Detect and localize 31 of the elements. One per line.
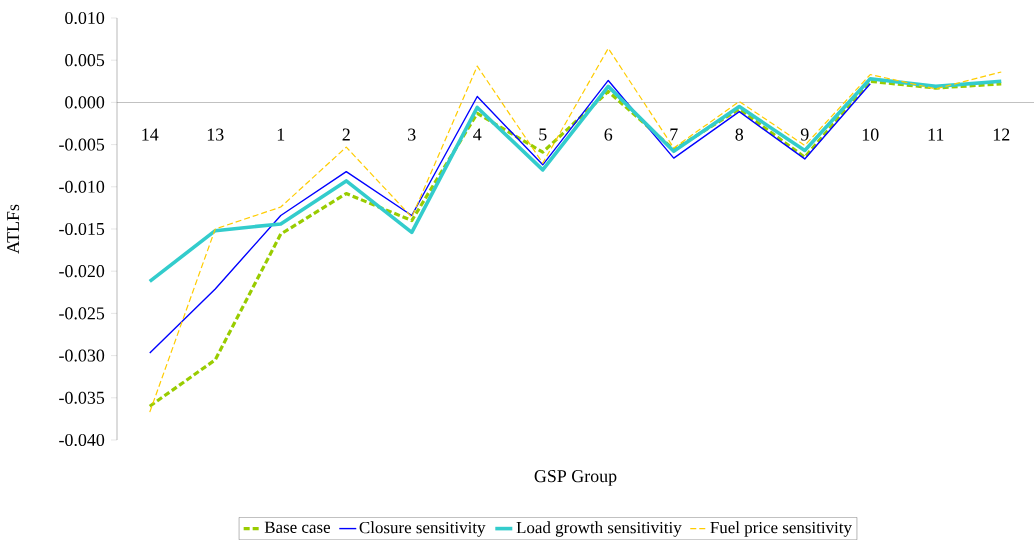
- legend-label: Fuel price sensitivity: [710, 521, 852, 537]
- y-tick-label: -0.030: [59, 349, 105, 362]
- legend-label: Load growth sensitivitiy: [516, 521, 682, 537]
- x-tick-label: 4: [473, 128, 482, 141]
- y-tick-label: -0.005: [59, 138, 105, 151]
- x-tick-label: 11: [928, 128, 944, 141]
- x-axis-title: GSP Group: [534, 470, 617, 486]
- x-tick-label: 8: [735, 128, 744, 141]
- y-tick-label: 0.005: [65, 54, 105, 67]
- legend-label: Base case: [264, 521, 330, 533]
- legend-label: Closure sensitivity: [359, 521, 486, 537]
- x-tick-label: 13: [207, 128, 224, 141]
- x-tick-label: 14: [142, 128, 159, 141]
- y-tick-label: -0.020: [59, 265, 105, 278]
- x-tick-label: 12: [993, 128, 1010, 141]
- y-tick-label: -0.035: [59, 391, 105, 404]
- x-tick-label: 2: [342, 128, 350, 141]
- x-tick-label: 9: [800, 128, 809, 141]
- x-tick-label: 3: [408, 128, 416, 141]
- y-tick-label: -0.015: [59, 222, 105, 236]
- x-tick-label: 10: [862, 128, 879, 141]
- y-tick-label: 0.010: [65, 11, 105, 25]
- x-tick-label: 7: [670, 128, 678, 141]
- x-tick-label: 5: [539, 128, 547, 141]
- y-tick-label: -0.025: [59, 307, 105, 320]
- y-tick-label: -0.040: [59, 433, 105, 447]
- y-tick-label: 0.000: [65, 96, 105, 109]
- x-tick-label: 6: [604, 128, 613, 141]
- x-tick-label: 1: [277, 128, 285, 141]
- y-axis-title: ATLFs: [7, 204, 20, 254]
- y-tick-label: -0.010: [59, 180, 105, 193]
